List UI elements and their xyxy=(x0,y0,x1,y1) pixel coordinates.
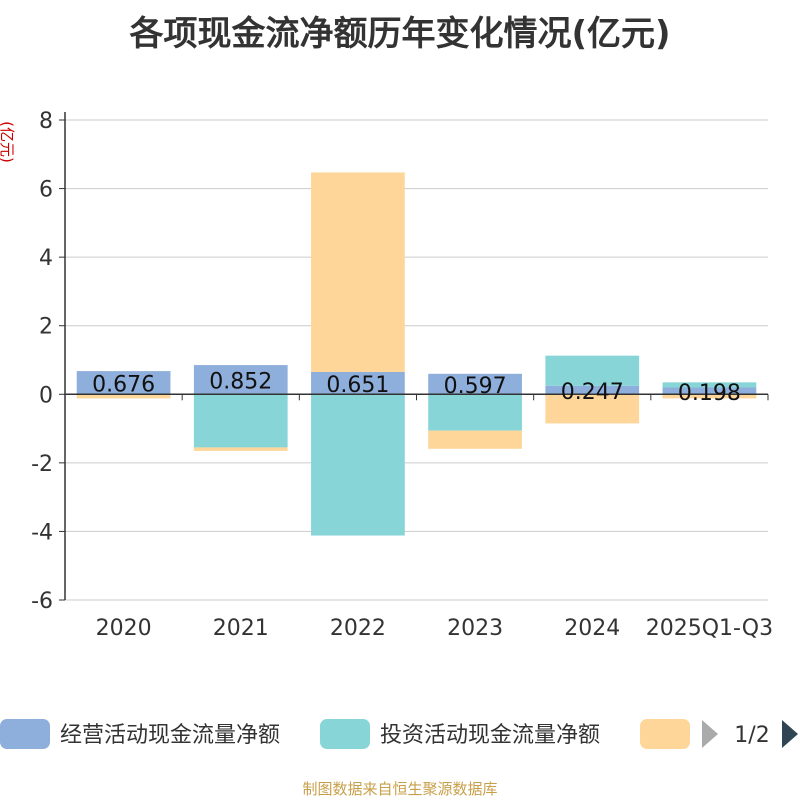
x-tick-label: 2023 xyxy=(447,616,503,641)
label-layer: 0.676 0.852 0.651 0.597 0.247 0.198 xyxy=(92,370,741,406)
legend-label: 经营活动现金流量净额 xyxy=(60,723,280,748)
x-tick-label: 2022 xyxy=(330,616,386,641)
legend-swatch xyxy=(0,719,50,749)
legend-layer: 经营活动现金流量净额 投资活动现金流量净额 1/2 xyxy=(0,719,798,749)
y-tick-label: -2 xyxy=(31,452,53,477)
data-label: 0.651 xyxy=(326,373,389,398)
bar-layer xyxy=(76,172,757,536)
y-tick-label: 6 xyxy=(39,178,53,203)
bar-series1 xyxy=(662,387,757,395)
y-tick-label: 2 xyxy=(39,315,53,340)
data-label: 0.676 xyxy=(92,373,155,398)
legend-page-indicator: 1/2 xyxy=(734,723,769,748)
grid-layer xyxy=(65,119,768,601)
x-tick-label: 2020 xyxy=(96,616,152,641)
legend-label: 投资活动现金流量净额 xyxy=(380,723,600,748)
legend-swatch xyxy=(640,719,690,749)
axis-layer: -6 -4 -2 0 2 4 6 8 2020 2021 2022 2023 2024 2025Q1-Q3… xyxy=(0,109,773,641)
x-tick-label: 2021 xyxy=(213,616,269,641)
data-label: 0.852 xyxy=(209,370,272,395)
bar-series2 xyxy=(545,355,640,386)
chart-title: 各项现金流净额历年变化情况(亿元) xyxy=(129,14,671,54)
data-label: 0.198 xyxy=(678,381,741,406)
legend-next-icon[interactable] xyxy=(782,720,798,748)
bar-series1 xyxy=(545,385,640,395)
data-label: 0.247 xyxy=(561,380,624,405)
y-tick-label: 0 xyxy=(39,383,53,408)
bar-series1 xyxy=(76,371,171,395)
bar-series1 xyxy=(193,365,288,395)
legend-swatch xyxy=(320,719,370,749)
y-tick-label: -6 xyxy=(31,589,53,614)
bar-series3 xyxy=(311,172,405,372)
bar-series2 xyxy=(193,394,288,448)
y-tick-label: 8 xyxy=(39,109,53,134)
bar-series3 xyxy=(545,394,640,424)
data-label: 0.597 xyxy=(444,374,507,399)
x-tick-label: 2024 xyxy=(564,616,620,641)
bar-series3 xyxy=(76,394,171,399)
y-tick-label: -4 xyxy=(31,520,53,545)
bar-series1 xyxy=(311,371,405,395)
y-axis-unit-label: (亿元) xyxy=(0,121,16,163)
bar-series2 xyxy=(662,382,757,388)
legend-prev-icon[interactable] xyxy=(702,720,718,748)
bar-series3 xyxy=(193,447,288,451)
bar-series1 xyxy=(428,373,522,395)
bar-series2 xyxy=(428,394,522,431)
x-tick-label: 2025Q1-Q3 xyxy=(646,616,773,641)
y-tick-label: 4 xyxy=(39,246,53,271)
bar-series2 xyxy=(311,394,405,536)
bar-series3 xyxy=(428,430,522,449)
source-footer: 制图数据来自恒生聚源数据库 xyxy=(302,780,498,798)
bar-series3 xyxy=(662,394,757,399)
